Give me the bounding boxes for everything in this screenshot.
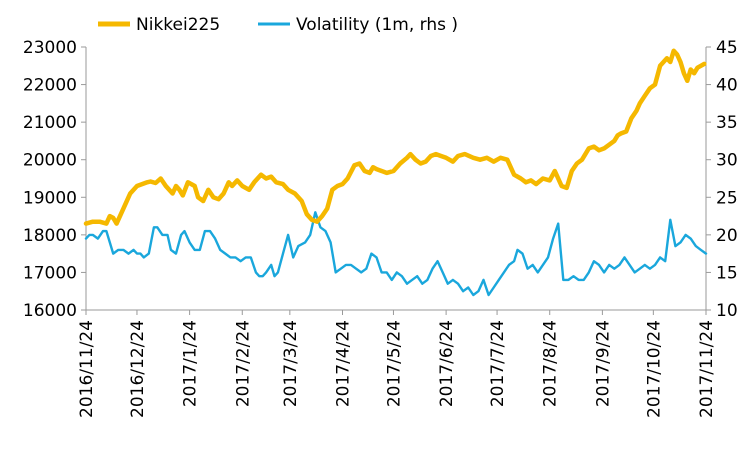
- x-tick-label: 2017/8/24: [541, 320, 561, 407]
- right-tick-label: 35: [716, 113, 738, 133]
- right-tick-label: 45: [716, 38, 738, 58]
- legend-label-nikkei225: Nikkei225: [136, 15, 220, 35]
- left-tick-label: 19000: [23, 188, 77, 208]
- left-tick-label: 20000: [23, 151, 77, 171]
- legend: Nikkei225 Volatility (1m, rhs ): [98, 15, 458, 35]
- legend-label-volatility: Volatility (1m, rhs ): [296, 15, 458, 35]
- axes: [81, 46, 711, 315]
- left-tick-label: 16000: [23, 301, 77, 321]
- right-tick-label: 40: [716, 76, 738, 96]
- left-tick-label: 21000: [23, 113, 77, 133]
- right-tick-label: 20: [716, 226, 738, 246]
- tick-labels: 16000 17000 18000 19000 20000 21000 22000 23000…: [23, 38, 738, 418]
- x-tick-label: 2017/4/24: [333, 320, 353, 407]
- x-tick-label: 2017/9/24: [593, 320, 613, 407]
- x-tick-label: 2017/10/24: [644, 320, 664, 418]
- right-tick-label: 10: [716, 301, 738, 321]
- left-tick-label: 22000: [23, 76, 77, 96]
- left-tick-label: 17000: [23, 263, 77, 283]
- left-tick-label: 18000: [23, 226, 77, 246]
- volatility-series-line: [84, 211, 708, 297]
- right-tick-label: 15: [716, 263, 738, 283]
- x-tick-label: 2017/3/24: [281, 320, 301, 407]
- left-tick-label: 23000: [23, 38, 77, 58]
- right-tick-label: 25: [716, 188, 738, 208]
- x-tick-label: 2017/5/24: [384, 320, 404, 407]
- series-lines: [83, 48, 708, 297]
- x-tick-label: 2017/7/24: [488, 320, 508, 407]
- x-tick-label: 2017/1/24: [181, 320, 201, 407]
- x-tick-label: 2016/12/24: [128, 320, 148, 418]
- right-tick-label: 30: [716, 151, 738, 171]
- x-tick-label: 2016/11/24: [77, 320, 97, 418]
- x-tick-label: 2017/6/24: [437, 320, 457, 407]
- x-tick-label: 2017/11/24: [697, 320, 717, 418]
- nikkei225-series-line: [83, 48, 707, 226]
- x-tick-label: 2017/2/24: [233, 320, 253, 407]
